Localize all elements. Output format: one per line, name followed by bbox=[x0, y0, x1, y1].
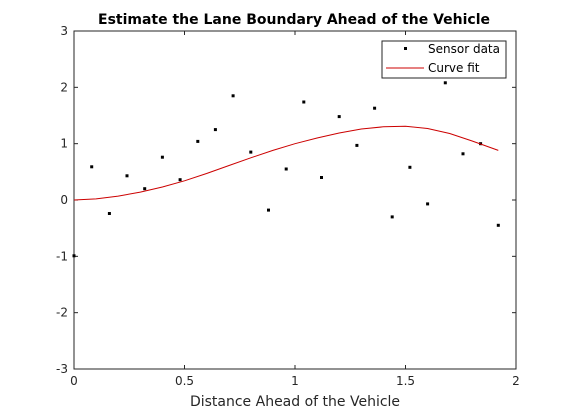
sensor-data-point bbox=[213, 128, 217, 132]
sensor-data-point bbox=[320, 176, 323, 179]
sensor-data-point bbox=[107, 212, 111, 215]
sensor-data-point bbox=[267, 208, 270, 212]
y-tick-label: 0 bbox=[60, 193, 68, 207]
sensor-data-point bbox=[90, 165, 94, 169]
sensor-data-point bbox=[302, 100, 306, 104]
sensor-data-point bbox=[373, 106, 377, 110]
sensor-data-point bbox=[249, 150, 253, 154]
plot-area bbox=[73, 30, 517, 370]
sensor-data-point bbox=[408, 165, 412, 169]
sensor-data-point bbox=[337, 115, 341, 119]
sensor-data-point bbox=[143, 187, 147, 191]
sensor-data-point bbox=[390, 215, 394, 219]
y-tick-label: 2 bbox=[60, 80, 68, 94]
sensor-data-point bbox=[231, 94, 235, 98]
legend: Sensor data Curve fit bbox=[381, 40, 507, 79]
x-tick-label: 2 bbox=[512, 374, 520, 388]
legend-label-sensor-data: Sensor data bbox=[428, 42, 500, 56]
sensor-data-point bbox=[426, 202, 430, 206]
y-tick-label: 1 bbox=[60, 137, 68, 151]
x-tick-label: 0.5 bbox=[175, 374, 194, 388]
sensor-data-point bbox=[160, 155, 164, 159]
curve-fit-line bbox=[73, 125, 499, 201]
sensor-data-point bbox=[443, 81, 447, 85]
sensor-data-point bbox=[72, 254, 76, 258]
x-axis-label: Distance Ahead of the Vehicle bbox=[190, 394, 400, 410]
x-tick-label: 1 bbox=[291, 374, 299, 388]
y-tick-label: -3 bbox=[56, 362, 68, 376]
sensor-data-point bbox=[178, 178, 182, 182]
axis-ticks: 0 0.5 1 1.5 2 -3 -2 -1 0 1 2 3 bbox=[56, 24, 520, 388]
chart-title: Estimate the Lane Boundary Ahead of the … bbox=[98, 12, 490, 28]
y-tick-label: -2 bbox=[56, 306, 68, 320]
series-layer bbox=[72, 81, 500, 258]
sensor-data-point bbox=[496, 223, 500, 227]
legend-box bbox=[381, 40, 507, 79]
sensor-data-point bbox=[284, 167, 288, 171]
y-tick-label: 3 bbox=[60, 24, 68, 38]
legend-label-curve-fit: Curve fit bbox=[428, 61, 480, 75]
legend-marker-sensor-data bbox=[404, 47, 407, 50]
y-tick-label: -1 bbox=[56, 249, 68, 263]
x-tick-label: 1.5 bbox=[396, 374, 415, 388]
sensor-data-point bbox=[196, 139, 200, 143]
sensor-data-point bbox=[461, 152, 465, 156]
x-tick-label: 0 bbox=[70, 374, 78, 388]
sensor-data-point bbox=[355, 143, 359, 147]
sensor-data-point bbox=[125, 174, 129, 178]
